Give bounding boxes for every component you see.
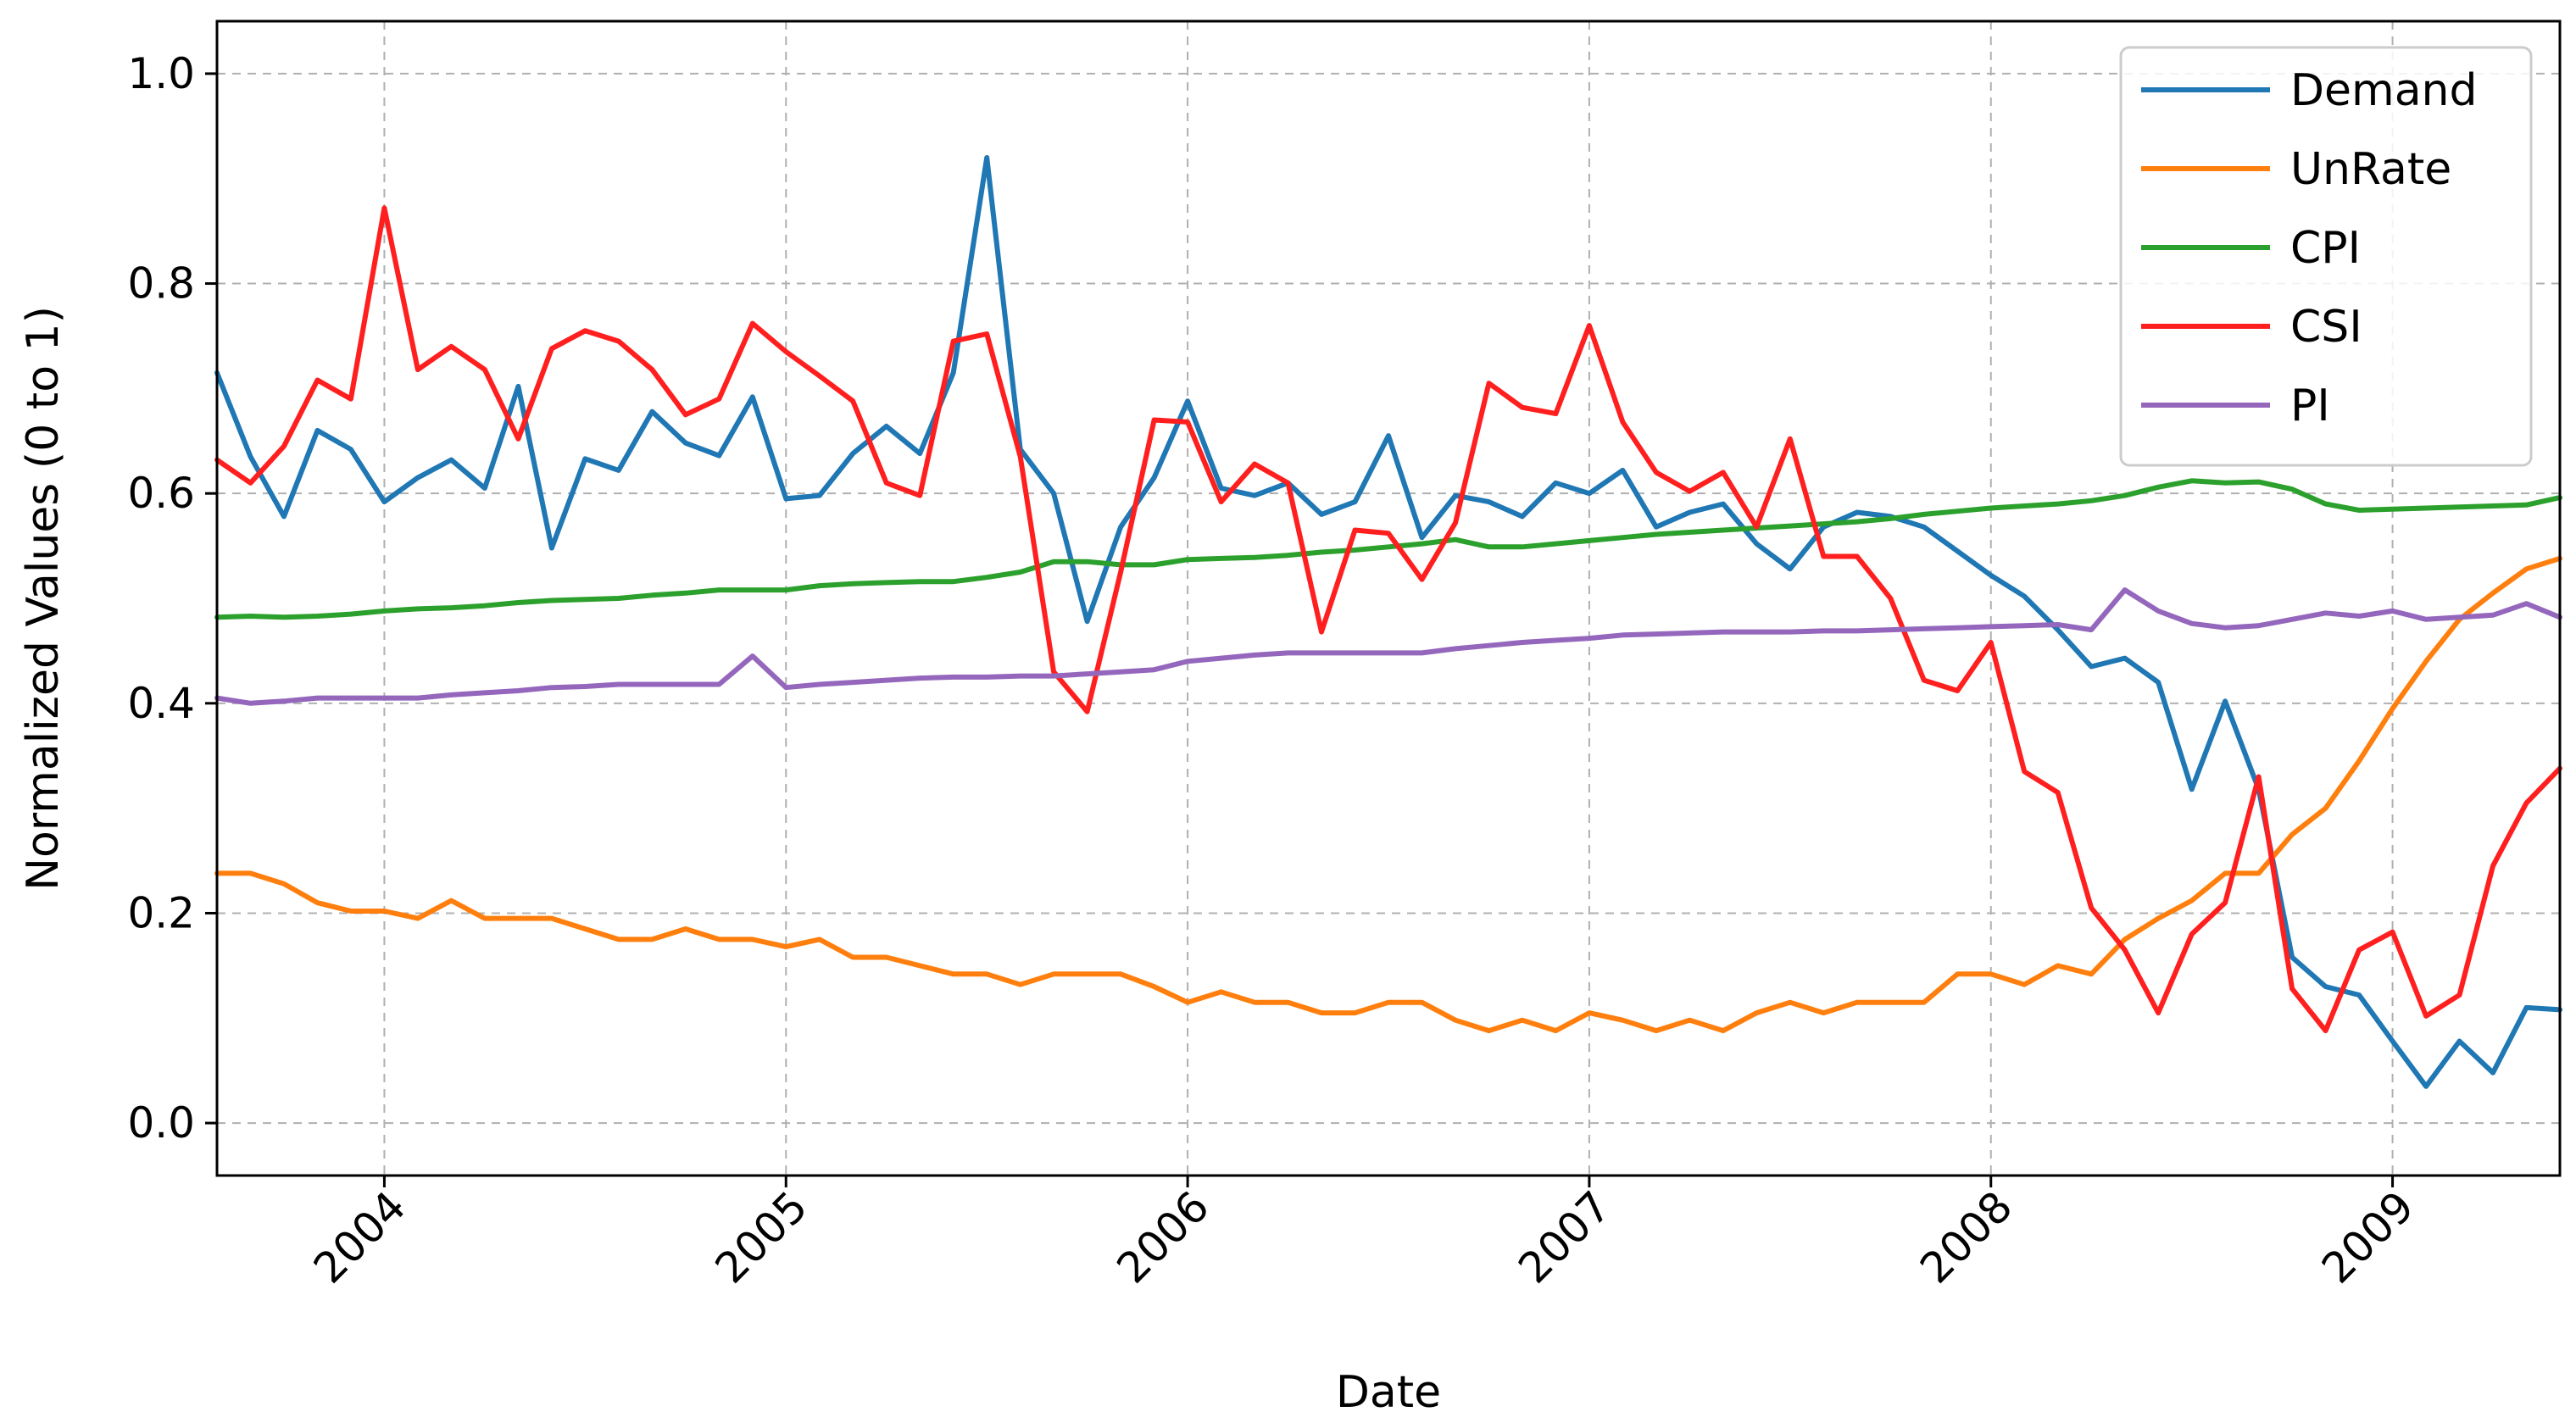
y-tick-label: 0.6 bbox=[127, 469, 195, 518]
plot-area-frame bbox=[215, 19, 2562, 1177]
x-axis-label: Date bbox=[1336, 1367, 1441, 1418]
legend-label-demand: Demand bbox=[2290, 65, 2478, 116]
legend-label-pi: PI bbox=[2290, 381, 2330, 431]
series-line-csi bbox=[214, 205, 2562, 1034]
x-tick-label: 2007 bbox=[1509, 1181, 1620, 1292]
y-tick-label: 0.0 bbox=[127, 1098, 195, 1148]
x-tick-label: 2008 bbox=[1911, 1181, 2022, 1292]
legend-label-cpi: CPI bbox=[2290, 223, 2361, 274]
grid-lines bbox=[217, 21, 2560, 1176]
x-tick-label: 2005 bbox=[706, 1181, 817, 1292]
x-tick-label: 2009 bbox=[2312, 1181, 2423, 1292]
y-tick-label: 0.4 bbox=[127, 679, 195, 728]
legend-label-unrate: UnRate bbox=[2290, 144, 2451, 195]
series-line-pi bbox=[214, 587, 2562, 706]
legend: Demand UnRate CPI CSI PI bbox=[2119, 46, 2533, 467]
y-tick-label: 0.8 bbox=[127, 259, 195, 309]
y-axis: 0.0 0.2 0.4 0.6 0.8 1.0 bbox=[127, 49, 217, 1148]
series-line-demand bbox=[214, 155, 2562, 1089]
x-tick-label: 2004 bbox=[304, 1181, 415, 1292]
series-lines bbox=[214, 155, 2562, 1089]
y-tick-label: 0.2 bbox=[127, 888, 195, 937]
y-tick-label: 1.0 bbox=[127, 49, 195, 98]
x-axis: 2004 2005 2006 2007 2008 2009 bbox=[304, 1176, 2423, 1292]
legend-box bbox=[2119, 46, 2533, 467]
series-line-unrate bbox=[214, 555, 2562, 1034]
y-axis-label: Normalized Values (0 to 1) bbox=[18, 306, 69, 891]
series-line-cpi bbox=[214, 478, 2562, 620]
x-tick-label: 2006 bbox=[1108, 1181, 1219, 1292]
legend-label-csi: CSI bbox=[2290, 302, 2362, 353]
